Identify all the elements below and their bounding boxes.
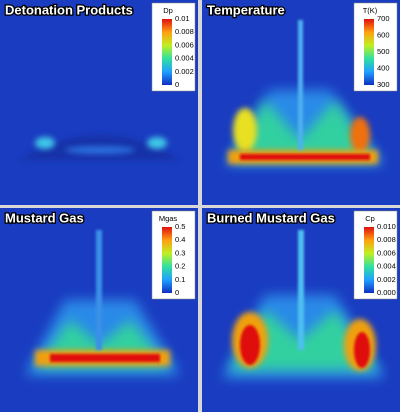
colorbar-tick-label: 0.000 <box>377 288 396 297</box>
colorbar-tick-label: 0.004 <box>377 262 396 271</box>
colorbar-tick-label: 0.5 <box>175 222 185 231</box>
colorbar-tick-label: 0.01 <box>175 14 190 23</box>
panel-title: Mustard Gas <box>5 210 84 225</box>
colorbar-label: Mgas <box>159 214 178 223</box>
colorbar-tick-label: 0.3 <box>175 248 185 257</box>
colorbar <box>162 227 172 293</box>
colorbar-tick-label: 0.010 <box>377 222 396 231</box>
colorbar-tick-label: 0.006 <box>377 248 396 257</box>
colorbar-tick-label: 0.002 <box>175 67 194 76</box>
colorbar-tick-label: 0.008 <box>175 27 194 36</box>
colorbar-tick-label: 700 <box>377 14 390 23</box>
overlay: Detonation Products Dp0.01 0.008 0.006 0.004… <box>4 1 398 300</box>
panel-title: Temperature <box>207 2 285 17</box>
colorbar-label: Cp <box>365 214 375 223</box>
colorbar <box>364 227 374 293</box>
colorbar-tick-label: 500 <box>377 47 390 56</box>
colorbar-label: Dp <box>163 6 173 15</box>
colorbar-tick-label: 0.4 <box>175 235 185 244</box>
colorbar-box <box>151 210 196 300</box>
colorbar-box <box>151 2 196 92</box>
colorbar-tick-label: 0.002 <box>377 275 396 284</box>
colorbar-tick-label: 400 <box>377 63 390 72</box>
colorbar-tick-label: 300 <box>377 80 390 89</box>
colorbar-tick-label: 0.004 <box>175 54 194 63</box>
colorbar-tick-label: 0 <box>175 80 179 89</box>
panel-title: Detonation Products <box>5 2 133 17</box>
colorbar-label: T(K) <box>363 6 378 15</box>
colorbar-tick-label: 0.2 <box>175 262 185 271</box>
colorbar <box>364 19 374 85</box>
colorbar-tick-label: 0 <box>175 288 179 297</box>
colorbar-box <box>353 2 398 92</box>
colorbar-tick-label: 0.1 <box>175 275 185 284</box>
colorbar <box>162 19 172 85</box>
colorbar-tick-label: 0.008 <box>377 235 396 244</box>
panel-title: Burned Mustard Gas <box>207 210 335 225</box>
colorbar-tick-label: 600 <box>377 30 390 39</box>
colorbar-box <box>353 210 398 300</box>
colorbar-tick-label: 0.006 <box>175 40 194 49</box>
